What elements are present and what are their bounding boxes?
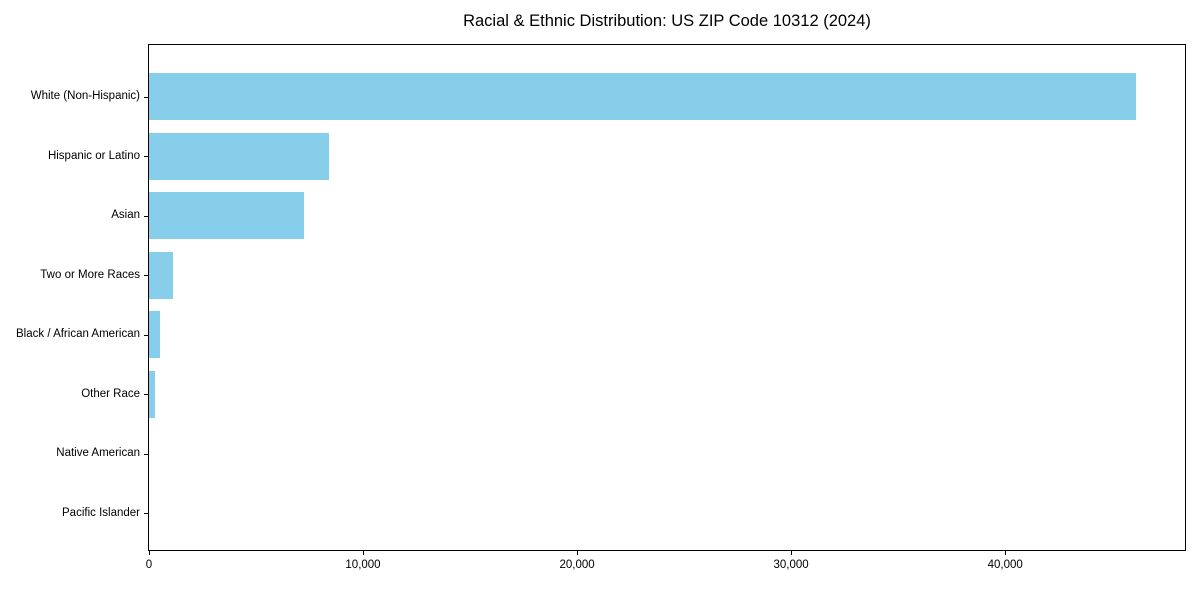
bar-hispanic-or-latino [149, 132, 329, 180]
y-tick-mark [144, 334, 148, 336]
y-tick-label: Black / African American [16, 328, 140, 340]
y-tick-label: Two or More Races [40, 268, 140, 281]
plot-area [148, 44, 1186, 551]
y-tick-mark [144, 453, 148, 455]
y-tick-label: Pacific Islander [62, 506, 140, 519]
y-tick-label: Hispanic or Latino [47, 149, 140, 162]
y-tick-mark [144, 215, 148, 217]
bar-two-or-more-races [149, 251, 173, 299]
bar-black-african-american [149, 311, 160, 358]
x-tick-label: 40,000 [987, 559, 1023, 571]
x-tick-mark [1004, 551, 1006, 555]
y-tick-label: Other Race [81, 387, 140, 400]
x-tick-mark [362, 551, 364, 555]
y-tick-label: Asian [111, 209, 140, 221]
x-tick-label: 10,000 [345, 559, 381, 571]
y-tick-mark [144, 275, 148, 276]
y-tick-mark [144, 156, 148, 157]
x-tick-label: 20,000 [559, 559, 595, 571]
x-tick-label: 30,000 [773, 559, 809, 571]
y-tick-mark [144, 513, 148, 514]
x-tick-mark [790, 551, 792, 555]
chart-title: Racial & Ethnic Distribution: US ZIP Cod… [463, 12, 871, 30]
y-tick-mark [144, 96, 148, 98]
y-tick-label: Native American [56, 447, 140, 459]
bar-white-non-hispanic [149, 73, 1136, 120]
x-tick-mark [148, 551, 150, 555]
bar-other-race [149, 370, 156, 418]
x-tick-label: 0 [145, 559, 153, 571]
x-tick-mark [576, 551, 578, 555]
y-tick-mark [144, 394, 148, 395]
y-tick-label: White (Non-Hispanic) [30, 90, 140, 102]
bar-asian [149, 192, 305, 239]
